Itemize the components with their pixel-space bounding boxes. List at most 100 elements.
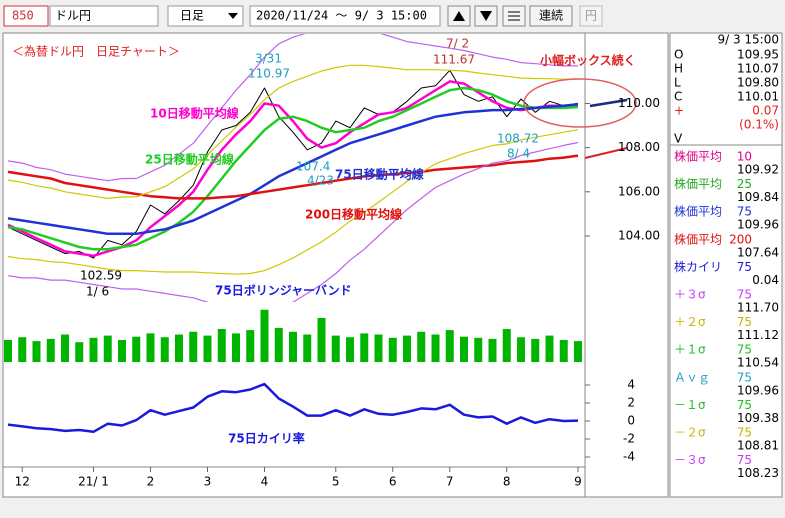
volume-bar [103, 335, 112, 362]
volume-bar [18, 337, 27, 362]
series-line [7, 129, 579, 275]
annotation: 75日ボリンジャーバンド [215, 283, 352, 298]
y-tick-label: -2 [623, 432, 635, 446]
indicator-name: 株価平均 [674, 204, 722, 219]
x-tick-label: 5 [332, 475, 340, 489]
x-tick-label: 7 [446, 475, 454, 489]
volume-bar [317, 318, 326, 362]
volume-bar [203, 335, 212, 362]
annotation: 75日カイリ率 [228, 431, 305, 446]
indicator-period: 200 [729, 232, 752, 246]
volume-bar [246, 330, 255, 362]
ohlc-label: C [674, 90, 682, 104]
annotation: 102.59 [80, 269, 122, 283]
indicator-name: 株価平均 [674, 149, 722, 164]
continuous: 連続 [539, 9, 563, 23]
period-select[interactable] [167, 5, 244, 27]
series-label: 200日移動平均線 [305, 207, 402, 222]
indicator-period: 75 [737, 398, 752, 412]
indicator-value: 111.70 [737, 301, 779, 315]
x-tick-label: 9 [574, 475, 582, 489]
indicator-value: 110.54 [737, 356, 779, 370]
indicator-period: 75 [737, 315, 752, 329]
annotation: 111.67 [433, 53, 475, 67]
series-line [7, 64, 579, 199]
indicator-name: 株価平均 [674, 176, 722, 191]
annotation: 107.4 [296, 160, 330, 174]
menu-icon [508, 11, 520, 21]
continuous-button[interactable] [529, 5, 573, 27]
series-line [7, 382, 579, 434]
x-tick-label: 21/ 1 [78, 475, 109, 489]
volume-bar [531, 338, 540, 362]
annotation: 1/ 6 [86, 285, 109, 299]
volume-bar [260, 309, 269, 362]
y-tick-label: 4 [627, 378, 635, 392]
series-line [7, 86, 579, 251]
series-line [7, 154, 579, 200]
annotation: 7/ 2 [446, 37, 469, 51]
volume-bar [517, 337, 525, 362]
volume-bar [132, 336, 141, 362]
indicator-name: Ａｖｇ [674, 370, 710, 384]
change-sign: + [674, 104, 684, 118]
range-box[interactable] [249, 5, 441, 27]
ma200-pointer [584, 147, 628, 159]
ohlc-label: H [674, 62, 683, 76]
indicator-period: 75 [737, 426, 752, 440]
series-line [7, 34, 578, 182]
annotation: ＜為替ドル円 日足チャート＞ [12, 45, 180, 59]
x-tick-label: 4 [261, 475, 269, 489]
x-tick-label: 6 [389, 475, 397, 489]
annotation: 8/ 4 [507, 147, 530, 161]
symbol-box[interactable] [49, 5, 159, 27]
indicator-value: 109.92 [737, 163, 779, 177]
volume-bar [488, 338, 497, 362]
series-line [7, 141, 579, 302]
indicator-value: 107.64 [737, 245, 779, 259]
y-tick-label: 104.00 [618, 228, 660, 242]
code: 850 [12, 9, 34, 23]
volume-bar [474, 337, 483, 362]
volume-bar [217, 329, 226, 362]
code-box[interactable] [3, 5, 49, 27]
volume-bar [289, 331, 297, 362]
indicator-period: 25 [737, 177, 752, 191]
change: 0.07 [752, 104, 779, 118]
unit-button[interactable] [579, 5, 603, 27]
volume-bar [32, 341, 41, 362]
volume-bar [417, 331, 426, 362]
indicator-value: 108.81 [737, 439, 779, 453]
indicator-name: ＋１σ [674, 343, 706, 357]
info-panel [669, 32, 783, 498]
volume-bar [146, 333, 155, 362]
volume-bar [303, 334, 312, 362]
indicator-period: 75 [737, 453, 752, 467]
y-tick-label: 108.00 [618, 140, 660, 154]
dropdown-arrow [228, 13, 238, 19]
volume-bar [431, 334, 440, 362]
y-tick-label: -4 [623, 450, 635, 464]
annotation: 110.97 [248, 67, 290, 81]
volume-bar [189, 331, 198, 362]
y-tick-label: 0 [627, 414, 635, 428]
volume-bar [331, 335, 340, 362]
annotation: 3/31 [255, 52, 282, 66]
annotation: 小幅ボックス続く [540, 53, 636, 68]
up-icon [453, 11, 465, 21]
panel-datetime: 9/ 3 15:00 [717, 33, 779, 47]
indicator-period: 75 [737, 343, 752, 357]
volume-bar [403, 335, 411, 362]
volume-bar [75, 342, 84, 362]
period: 日足 [180, 9, 204, 23]
series-line [7, 69, 579, 259]
y-tick-label: 2 [627, 396, 635, 410]
volume-bar [4, 340, 12, 362]
series-label: 10日移動平均線 [150, 106, 239, 121]
x-tick-label: 3 [204, 475, 212, 489]
ohlc-label: O [674, 48, 683, 62]
volume-bar [346, 337, 354, 362]
indicator-period: 10 [737, 150, 752, 164]
indicator-value: 109.84 [737, 190, 779, 204]
